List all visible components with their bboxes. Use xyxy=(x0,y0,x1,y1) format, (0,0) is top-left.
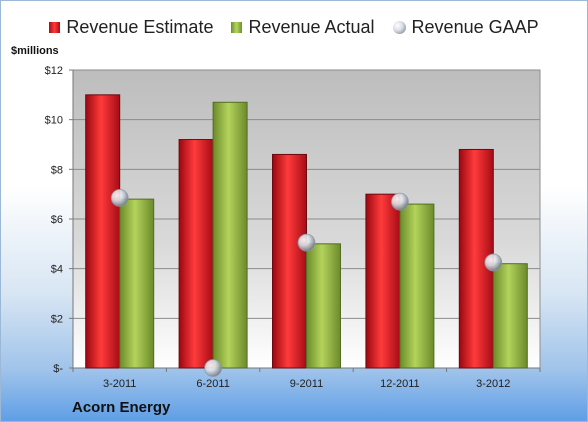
y-tick-label-3: $6 xyxy=(51,214,63,226)
revenue-estimate-swatch xyxy=(49,22,61,33)
bar-revenue-estimate-2 xyxy=(272,153,307,369)
axis-labels: $- $2 $4 $6 $8 $10 $12 3-2011 6-2011 9-2011 12-201… xyxy=(45,65,511,390)
x-tick-label-1: 6-2011 xyxy=(196,378,229,390)
x-tick-label-3: 12-2011 xyxy=(380,378,420,390)
gaap-marker-0 xyxy=(110,188,129,207)
legend-item-revenue-gaap: Revenue GAAP xyxy=(392,17,539,38)
legend-label-revenue-estimate: Revenue Estimate xyxy=(66,17,214,37)
y-tick-label-0: $- xyxy=(53,363,63,375)
x-tick-label-4: 3-2012 xyxy=(476,378,510,390)
revenue-actual-swatch xyxy=(231,22,243,33)
x-tick-label-0: 3-2011 xyxy=(103,378,136,390)
revenue-gaap-swatch xyxy=(392,21,406,34)
bar-revenue-actual-2 xyxy=(306,243,341,369)
legend: Revenue Estimate Revenue Actual Revenue … xyxy=(1,17,587,38)
y-tick-label-1: $2 xyxy=(51,313,63,325)
company-name: Acorn Energy xyxy=(72,399,171,416)
legend-label-revenue-actual: Revenue Actual xyxy=(248,17,375,37)
bars xyxy=(85,94,528,369)
y-tick-label-6: $12 xyxy=(45,65,63,77)
y-tick-label-5: $10 xyxy=(45,115,63,127)
bar-revenue-actual-0 xyxy=(119,198,155,369)
gaap-marker-4 xyxy=(484,253,503,272)
units-label: $millions xyxy=(11,45,59,57)
x-tick-label-2: 9-2011 xyxy=(290,378,323,390)
gaap-markers xyxy=(110,188,503,377)
gaap-marker-2 xyxy=(297,233,316,252)
bar-revenue-actual-3 xyxy=(399,203,435,369)
gaap-marker-3 xyxy=(390,192,409,211)
bar-revenue-estimate-1 xyxy=(178,139,214,369)
y-tick-label-2: $4 xyxy=(51,264,63,276)
bar-revenue-actual-4 xyxy=(492,263,528,369)
bar-revenue-actual-1 xyxy=(212,101,248,369)
bar-revenue-estimate-3 xyxy=(365,193,401,369)
gaap-marker-1 xyxy=(204,359,223,377)
y-tick-label-4: $8 xyxy=(51,164,63,176)
legend-item-revenue-estimate: Revenue Estimate xyxy=(49,17,213,38)
bar-revenue-estimate-0 xyxy=(85,94,121,369)
legend-item-revenue-actual: Revenue Actual xyxy=(231,17,375,38)
legend-label-revenue-gaap: Revenue GAAP xyxy=(411,17,539,37)
